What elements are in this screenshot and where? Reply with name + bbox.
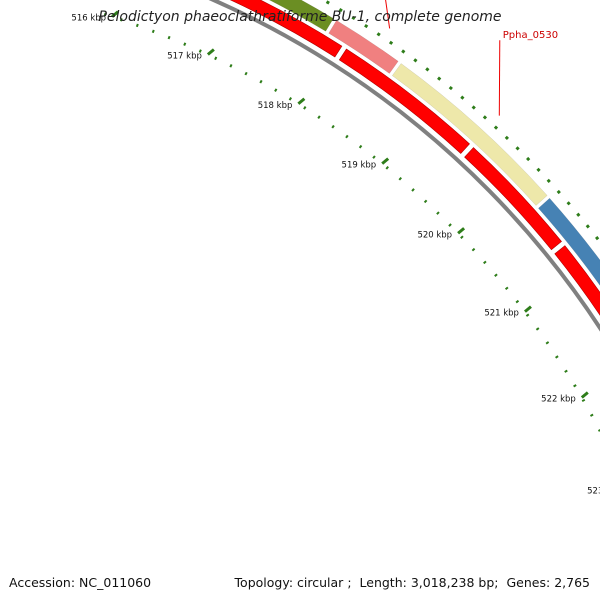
cds-segment xyxy=(229,0,343,58)
topology-label: Topology: xyxy=(234,575,294,590)
scale-tick-label: 519 kbp xyxy=(342,161,377,171)
scale-tick-mark xyxy=(524,305,532,313)
scale-tick-label: 521 kbp xyxy=(484,309,519,319)
genome-summary: Topology: circular; Length: 3,018,238 bp… xyxy=(234,575,590,590)
scale-tick-mark xyxy=(457,227,466,235)
genes-label: Genes: xyxy=(506,575,551,590)
length-label: Length: xyxy=(359,575,407,590)
gene-feature xyxy=(391,63,548,206)
outer-dashed-line xyxy=(320,0,600,245)
scale-dotted-line xyxy=(103,12,600,435)
topology-value: circular xyxy=(297,575,344,590)
gene-feature xyxy=(268,0,334,32)
scale-tick-mark xyxy=(111,10,120,18)
feature-tracks xyxy=(208,0,600,332)
scale-dots xyxy=(103,12,600,435)
scale-tick-label: 518 kbp xyxy=(258,101,293,111)
cds-segment xyxy=(554,245,600,316)
length-value: 3,018,238 bp xyxy=(410,575,495,590)
gene-feature xyxy=(538,197,600,286)
scale-tick-mark xyxy=(297,97,306,105)
accession-info: Accession: NC_011060 xyxy=(9,575,151,590)
scale-tick-label: 516 kbp xyxy=(71,14,106,24)
scale-tick-mark xyxy=(206,48,215,56)
genes-value: 2,765 xyxy=(554,575,590,590)
scale-tick-mark xyxy=(381,157,390,165)
backbone-track xyxy=(208,0,600,332)
scale-tick-mark xyxy=(580,391,589,399)
gene-label: Ppha_0530 xyxy=(503,30,558,41)
accession-label: Accession: xyxy=(9,575,76,590)
accession-value: NC_011060 xyxy=(79,575,152,590)
scale-tick-label: 517 kbp xyxy=(167,52,202,62)
scale-tick-label: 523 kbp xyxy=(587,487,600,497)
gene-feature xyxy=(328,20,399,74)
gene-callouts: Ppha_0528Ppha_0529Ppha_0530Ppha_0531hisH… xyxy=(385,0,558,116)
scale-tick-label: 522 kbp xyxy=(541,395,576,405)
scale-ticks: 516 kbp 517 kbp 518 kbp 519 kbp 520 kbp 521 k… xyxy=(71,10,600,497)
callout-line xyxy=(385,0,391,29)
map-title: Pelodictyon phaeoclathratiforme BU-1, co… xyxy=(98,9,502,25)
scale-tick-label: 520 kbp xyxy=(417,230,452,240)
cds-segment xyxy=(338,48,470,154)
cds-segment xyxy=(464,147,562,251)
